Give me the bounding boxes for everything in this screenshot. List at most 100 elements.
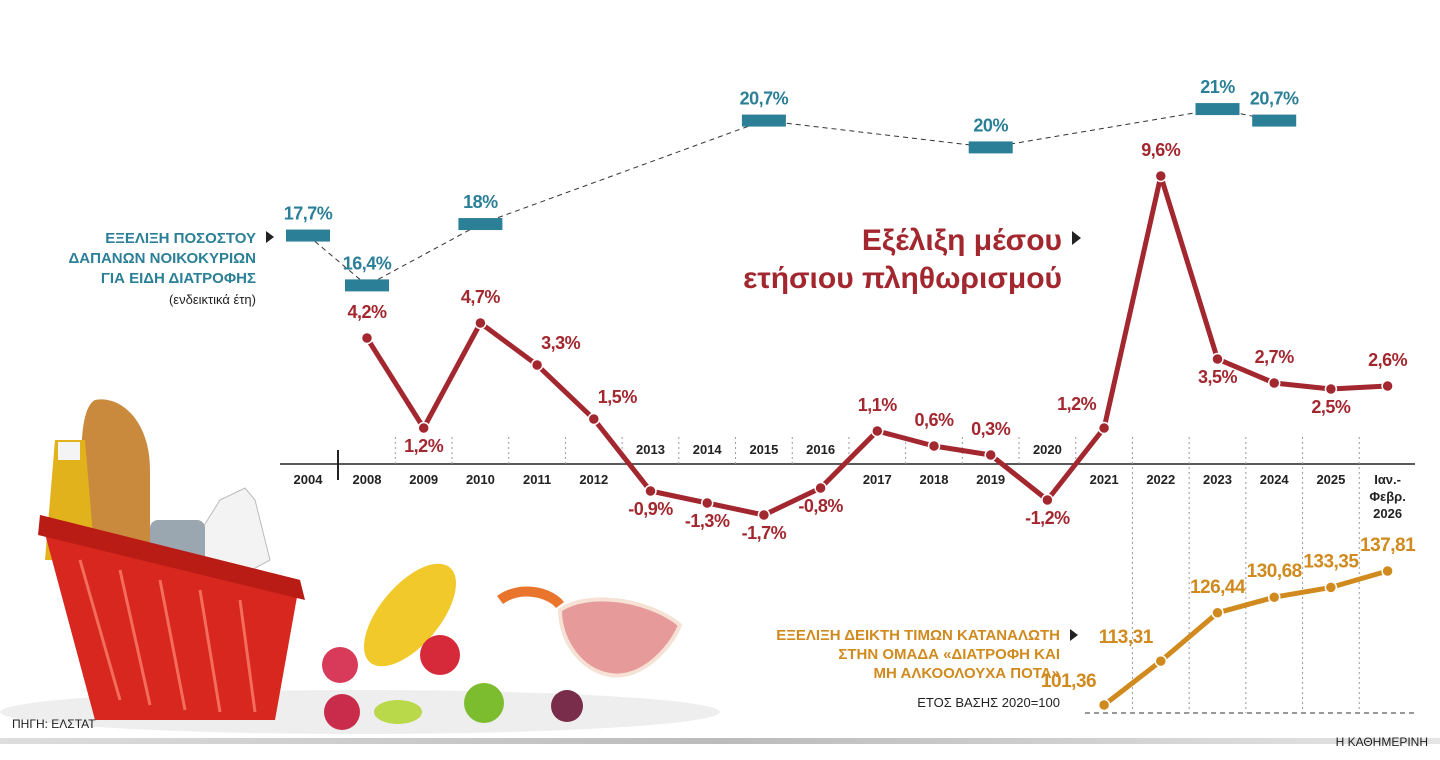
connector-line (307, 108, 1275, 286)
x-tick-label: Ιαν.- (1374, 472, 1401, 487)
point (814, 481, 827, 495)
x-tick-label: 2013 (636, 442, 665, 457)
x-tick-label: 2010 (466, 472, 495, 487)
point (927, 439, 941, 453)
value-label: 137,81 (1360, 535, 1416, 556)
value-label: 126,44 (1190, 577, 1246, 598)
value-label: 4,2% (347, 302, 387, 322)
point (1381, 379, 1394, 393)
value-label: 2,5% (1311, 397, 1351, 417)
share-label: ΔΑΠΑΝΩΝ ΝΟΙΚΟΚΥΡΙΩΝ (69, 250, 257, 267)
point (530, 358, 544, 372)
value-label: 1,2% (1057, 394, 1097, 414)
value-label: -0,8% (798, 496, 843, 516)
x-tick-label: 2017 (863, 472, 892, 487)
x-tick-label: 2015 (749, 442, 778, 457)
x-tick-label: 2011 (523, 472, 551, 487)
value-label: 1,5% (598, 387, 638, 407)
x-tick-label: 2024 (1260, 472, 1290, 487)
point (1154, 169, 1168, 183)
share-label: ΕΞΕΛΙΞΗ ΠΟΣΟΣΤΟΥ (105, 230, 256, 247)
value-label: 101,36 (1041, 671, 1096, 692)
point (474, 316, 487, 330)
x-tick-label: 2021 (1090, 472, 1119, 487)
illustration (0, 399, 720, 734)
cpi-label: ΕΞΕΛΙΞΗ ΔΕΙΚΤΗ ΤΙΜΩΝ ΚΑΤΑΝΑΛΩΤΗ (776, 627, 1060, 644)
value-label: 20,7% (740, 89, 789, 109)
x-tick-label: 2004 (294, 472, 324, 487)
value-label: 3,5% (1198, 367, 1238, 387)
value-label: 21% (1200, 77, 1235, 97)
value-label: 17,7% (284, 204, 333, 224)
value-label: 1,1% (858, 395, 898, 415)
point (984, 448, 997, 462)
value-label: 9,6% (1141, 140, 1181, 160)
source: ΠΗΓΗ: ΕΛΣΤΑΤ (12, 717, 96, 731)
x-tick-label: 2008 (353, 472, 382, 487)
point (1154, 654, 1168, 668)
x-tick-label: Φεβρ. (1369, 489, 1405, 504)
x-tick-label: 2012 (579, 472, 608, 487)
point (587, 412, 601, 426)
point (1324, 382, 1338, 396)
share-bar (345, 279, 389, 292)
point (757, 508, 771, 522)
value-label: 113,31 (1099, 627, 1154, 648)
point (1097, 421, 1111, 435)
x-tick-label: 2025 (1316, 472, 1345, 487)
value-label: -0,9% (628, 499, 673, 519)
value-label: 20% (973, 115, 1008, 135)
point (700, 496, 714, 510)
value-label: 18% (463, 192, 498, 212)
x-tick-label: 2019 (976, 472, 1005, 487)
point (1211, 352, 1224, 366)
share-bar (458, 218, 503, 231)
x-tick-label: 2022 (1146, 472, 1175, 487)
cpi-label: ΣΤΗΝ ΟΜΑΔΑ «ΔΙΑΤΡΟΦΗ ΚΑΙ (838, 646, 1060, 663)
value-label: -1,7% (742, 523, 787, 543)
value-label: 2,6% (1368, 350, 1408, 370)
value-label: 3,3% (541, 333, 581, 353)
footer-bar (0, 738, 1440, 744)
share-bar (286, 229, 330, 242)
point (1097, 698, 1111, 712)
share-label: ΓΙΑ ΕΙΔΗ ΔΙΑΤΡΟΦΗΣ (101, 270, 256, 287)
x-tick-label: 2009 (409, 472, 438, 487)
point (417, 421, 430, 435)
x-tick-label: 2023 (1203, 472, 1232, 487)
point (871, 424, 884, 438)
value-label: 130,68 (1247, 561, 1302, 582)
point (1211, 606, 1224, 620)
value-label: 0,6% (914, 410, 954, 430)
point (360, 331, 374, 345)
value-label: 1,2% (404, 436, 444, 456)
value-label: 20,7% (1250, 89, 1299, 109)
point (1381, 564, 1394, 578)
value-label: 2,7% (1255, 347, 1295, 367)
point (1041, 493, 1054, 507)
point (1267, 590, 1281, 604)
value-label: 0,3% (971, 419, 1011, 439)
share-note: (ενδεικτικά έτη) (169, 292, 256, 307)
credit: Η ΚΑΘΗΜΕΡΙΝΗ (1336, 735, 1428, 749)
x-tick-label: 2026 (1373, 506, 1402, 521)
cpi-note: ΕΤΟΣ ΒΑΣΗΣ 2020=100 (917, 695, 1060, 710)
point (1267, 376, 1281, 390)
value-label: 16,4% (343, 253, 392, 273)
point (644, 484, 657, 498)
inflation-title: ετήσιου πληθωρισμού (743, 262, 1062, 295)
value-label: 4,7% (461, 287, 501, 307)
series-line (1102, 568, 1389, 707)
x-tick-label: 2020 (1033, 442, 1062, 457)
share-bar (968, 141, 1013, 154)
x-tick-label: 2014 (693, 442, 723, 457)
share-bar (741, 114, 786, 127)
value-label: -1,2% (1025, 508, 1070, 528)
cpi-label: ΜΗ ΑΛΚΟΟΛΟΥΧΑ ΠΟΤΑ» (874, 665, 1060, 682)
x-tick-label: 2016 (806, 442, 835, 457)
inflation-title: Εξέλιξη μέσου (862, 224, 1062, 257)
share-bar (1252, 114, 1297, 127)
value-label: 133,35 (1303, 551, 1359, 572)
point (1324, 581, 1338, 594)
